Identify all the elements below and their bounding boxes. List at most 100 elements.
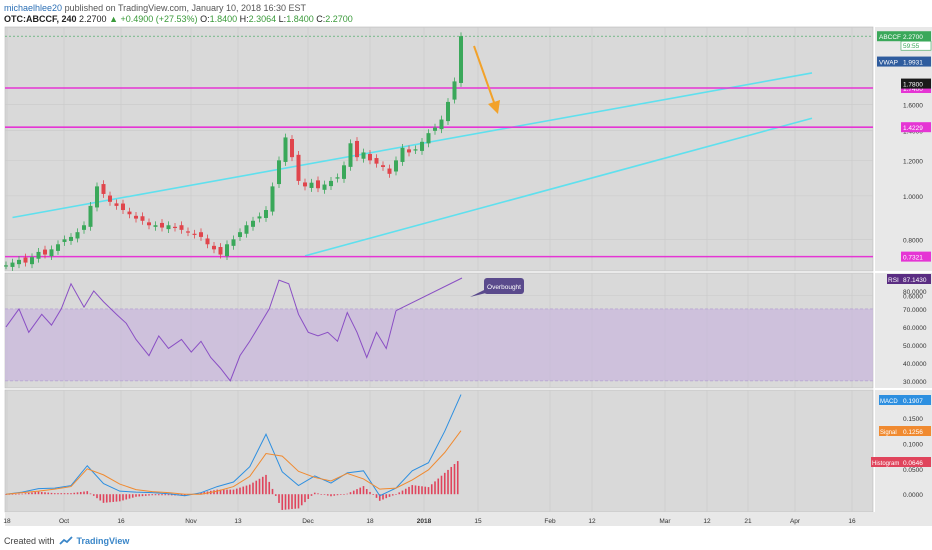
candle-body — [283, 137, 288, 162]
histogram-bar — [96, 494, 98, 499]
histogram-bar — [258, 478, 261, 495]
histogram-bar — [235, 488, 238, 495]
time-tick-label: 16 — [848, 518, 856, 525]
time-axis-bg — [5, 512, 932, 526]
histogram-bar — [170, 494, 173, 496]
time-tick-label: 12 — [703, 518, 711, 525]
macd-line[interactable] — [5, 394, 462, 497]
histogram-bar — [362, 486, 365, 495]
histogram-bar — [291, 494, 293, 510]
symbol-line: OTC:ABCCF, 240 2.2700 ▲ +0.4900 (+27.53%… — [4, 14, 928, 25]
channel-lower-line[interactable] — [304, 117, 813, 257]
histogram-bar — [297, 494, 300, 509]
histogram-bar — [148, 494, 150, 496]
histogram-bar — [239, 487, 241, 495]
candle-body — [127, 211, 132, 215]
candle-body — [108, 195, 112, 202]
candle-body — [374, 158, 379, 164]
chart-layer-bg — [4, 26, 932, 526]
macd-tick-label: 0.0500 — [903, 467, 923, 474]
time-tick-label: 2018 — [417, 518, 432, 525]
histogram-bar — [395, 494, 397, 495]
tradingview-brand[interactable]: TradingView — [76, 536, 130, 546]
candle-body — [36, 251, 41, 259]
candle-body — [348, 143, 353, 167]
candle-body — [30, 257, 34, 265]
histogram-bar — [83, 491, 85, 495]
histogram-bar — [274, 494, 277, 496]
time-tick-label: 13 — [234, 518, 242, 525]
histogram-bar — [18, 493, 20, 495]
histogram-bar — [40, 491, 43, 495]
histogram-bar — [34, 492, 37, 495]
histogram-bar — [307, 494, 310, 499]
candle-body — [192, 233, 197, 235]
histogram-bar — [92, 494, 95, 496]
badge-value: 1.9931 — [903, 60, 923, 67]
histogram-bar — [398, 492, 401, 495]
callout-box[interactable] — [484, 278, 524, 294]
level-badge-label: 0.7321 — [903, 255, 923, 262]
macd-tick-label: 0.0000 — [903, 492, 923, 499]
histogram-bar — [427, 487, 430, 495]
badge-name-bg — [877, 56, 901, 67]
chart-layer-axis: 1.60001.40001.20001.00000.80000.60001.74… — [3, 31, 932, 525]
chart-layer-rsi: Overbought — [5, 277, 873, 382]
time-tick-label: 16 — [117, 518, 125, 525]
badge-value-bg — [901, 31, 931, 42]
histogram-bar — [226, 489, 228, 495]
histogram-bar — [456, 461, 459, 495]
channel-upper-line[interactable] — [12, 72, 813, 219]
candle-body — [205, 238, 210, 245]
histogram-bar — [365, 489, 368, 495]
histogram-bar — [66, 493, 69, 495]
candle-body — [459, 36, 463, 83]
candle-body — [251, 220, 255, 227]
tradingview-logo-icon — [58, 535, 73, 545]
histogram-bar — [125, 494, 128, 500]
histogram-bar — [310, 494, 313, 496]
histogram-bar — [89, 493, 92, 495]
histogram-bar — [144, 494, 147, 496]
macd-name: Histogram — [872, 461, 899, 467]
histogram-bar — [346, 493, 349, 495]
publish-info: published on TradingView.com, January 10… — [64, 3, 307, 13]
histogram-bar — [336, 494, 339, 496]
histogram-bar — [255, 480, 258, 495]
histogram-bar — [268, 481, 271, 495]
macd-name-bg — [879, 395, 901, 405]
histogram-bar — [219, 489, 222, 495]
candle-body — [446, 101, 450, 122]
rsi-line[interactable] — [5, 279, 397, 382]
author-link[interactable]: michaelhlee20 — [4, 3, 63, 13]
histogram-bar — [229, 489, 232, 495]
price-change: ▲ +0.4900 (+27.53%) — [109, 14, 198, 24]
macd-value-bg — [901, 426, 931, 436]
low-value: 1.8400 — [286, 14, 314, 24]
histogram-bar — [284, 494, 287, 510]
histogram-bar — [131, 494, 134, 498]
histogram-bar — [352, 490, 355, 495]
candle-body — [10, 262, 15, 267]
histogram-bar — [164, 494, 167, 496]
histogram-bar — [385, 494, 388, 499]
time-tick-label: Oct — [59, 518, 69, 525]
arrow-annotation-shaft[interactable] — [473, 45, 497, 109]
candle-body — [114, 203, 119, 206]
histogram-bar — [261, 476, 264, 495]
macd-name-bg — [871, 457, 901, 467]
chart-header: michaelhlee20 published on TradingView.c… — [4, 3, 928, 33]
signal-line[interactable] — [5, 430, 462, 495]
histogram-bar — [24, 493, 27, 495]
price-tick-label: 0.6000 — [903, 293, 923, 300]
close-value: 2.2700 — [325, 14, 353, 24]
badge-name-bg — [877, 31, 901, 42]
candle-body — [387, 168, 392, 174]
candle-body — [381, 165, 385, 167]
histogram-bar — [63, 493, 66, 495]
candle-body — [49, 249, 54, 257]
macd-value: 0.0646 — [903, 460, 923, 467]
publish-line: michaelhlee20 published on TradingView.c… — [4, 3, 928, 14]
histogram-bar — [154, 494, 157, 496]
